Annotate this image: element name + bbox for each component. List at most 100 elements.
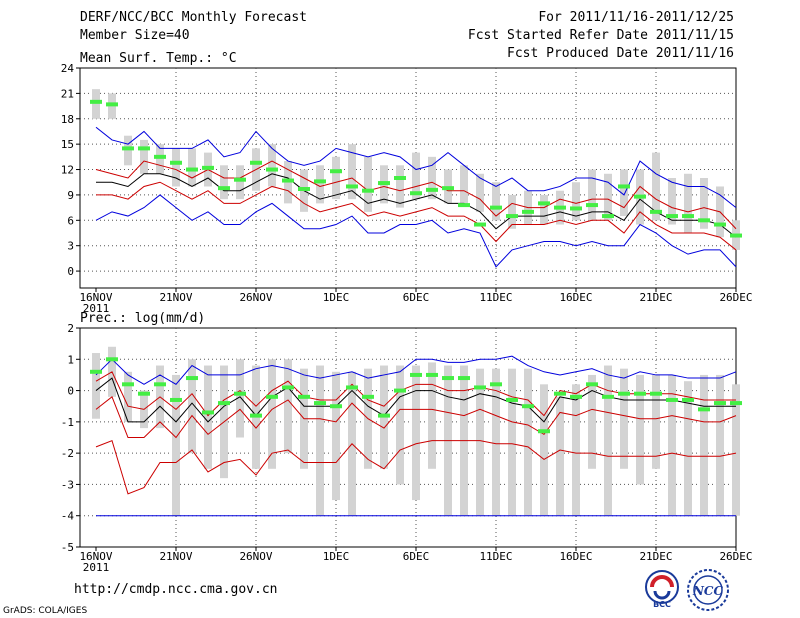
green-marker [122, 382, 134, 387]
x-tick-label: 26NOV [239, 291, 272, 304]
spread-box [652, 152, 660, 221]
panel-2: Prec.: log(mm/d) -5 -4 -3 -2 -1 0 1 2 16NOV 21NOV 2… [61, 311, 753, 574]
x-tick-label: 16DEC [559, 291, 592, 304]
green-marker [730, 233, 742, 238]
spread-box [188, 148, 196, 187]
green-marker [330, 404, 342, 409]
spread-box [428, 156, 436, 200]
green-marker [410, 372, 422, 377]
green-marker [250, 160, 262, 165]
spread-box [588, 169, 596, 221]
panel-frame [79, 67, 737, 289]
spread-box [124, 371, 132, 422]
spread-box [92, 353, 100, 419]
green-marker [682, 214, 694, 219]
forecast-period-label: For 2011/11/16-2011/12/25 [538, 10, 734, 25]
spread-box [508, 194, 516, 229]
spread-box [492, 368, 500, 516]
green-marker [266, 167, 278, 172]
x-tick-label: 26DEC [719, 291, 752, 304]
spread-box [540, 194, 548, 225]
green-marker [170, 397, 182, 402]
spread-box [92, 89, 100, 119]
bcc-logo-text: BCC [653, 600, 671, 609]
green-marker [442, 186, 454, 191]
green-marker [314, 179, 326, 184]
green-marker [186, 376, 198, 381]
y-tick-label: -4 [61, 510, 75, 523]
spread-box [508, 368, 516, 516]
green-marker [106, 102, 118, 107]
green-marker [602, 214, 614, 219]
y-tick-label: -1 [61, 416, 74, 429]
x-tick-label: 21NOV [159, 291, 192, 304]
green-marker [666, 214, 678, 219]
lowest-red-line [95, 439, 737, 495]
green-marker [330, 169, 342, 174]
spread-box [316, 165, 324, 204]
panel-title: Prec.: log(mm/d) [80, 311, 205, 326]
green-marker [634, 391, 646, 396]
y-tick-label: 1 [67, 353, 74, 366]
green-marker [282, 178, 294, 183]
spread-box [236, 165, 244, 200]
spread-box [524, 368, 532, 516]
spread-box [220, 165, 228, 200]
bcc-logo: BCC [645, 570, 679, 609]
green-marker [570, 206, 582, 211]
spread-box [476, 368, 484, 516]
y-tick-label: 12 [61, 164, 74, 177]
green-marker [490, 205, 502, 210]
y-tick-label: 9 [67, 189, 74, 202]
upper-bound-blue-line [95, 126, 737, 209]
spread-box [284, 359, 292, 454]
green-marker [506, 397, 518, 402]
spread-box [556, 396, 564, 516]
spread-box [156, 144, 164, 174]
spread-box [636, 374, 644, 485]
spread-box [572, 182, 580, 221]
spread-box [604, 173, 612, 221]
y-tick-label: -2 [61, 447, 74, 460]
spread-box [604, 365, 612, 516]
green-marker [410, 191, 422, 196]
x-tick-label: 26DEC [719, 550, 752, 563]
x-tick-label: 21DEC [639, 291, 672, 304]
x-tick-label: 11DEC [479, 550, 512, 563]
x-tick-label: 21DEC [639, 550, 672, 563]
spread-box [172, 374, 180, 516]
green-marker [570, 394, 582, 399]
y-tick-label: 2 [67, 322, 74, 335]
y-tick-label: 3 [67, 240, 74, 253]
green-marker [634, 194, 646, 199]
x-tick-label: 26NOV [239, 550, 272, 563]
grads-credit: GrADS: COLA/IGES [3, 606, 88, 616]
green-marker [362, 394, 374, 399]
y-tick-label: 18 [61, 113, 74, 126]
green-marker [234, 391, 246, 396]
spread-box [572, 384, 580, 516]
ensemble-mean-line [95, 377, 736, 423]
green-marker [106, 357, 118, 362]
green-marker [666, 397, 678, 402]
green-marker [314, 401, 326, 406]
green-marker [298, 187, 310, 191]
spread-box [332, 371, 340, 501]
spread-box [332, 156, 340, 200]
source-url[interactable]: http://cmdp.ncc.cma.gov.cn [74, 582, 278, 597]
green-marker [154, 382, 166, 387]
green-marker [442, 376, 454, 381]
green-marker [202, 410, 214, 415]
green-marker [170, 160, 182, 165]
spread-box [172, 148, 180, 187]
green-marker [218, 186, 230, 191]
green-marker [458, 376, 470, 381]
y-tick-label: 15 [61, 138, 74, 151]
y-tick-label: 6 [67, 214, 74, 227]
spread-box [396, 165, 404, 208]
ensemble-mean-line [96, 173, 737, 238]
ncc-logo-text: NCC [692, 584, 724, 598]
spread-box [268, 359, 276, 469]
x-tick-label: 16DEC [559, 550, 592, 563]
